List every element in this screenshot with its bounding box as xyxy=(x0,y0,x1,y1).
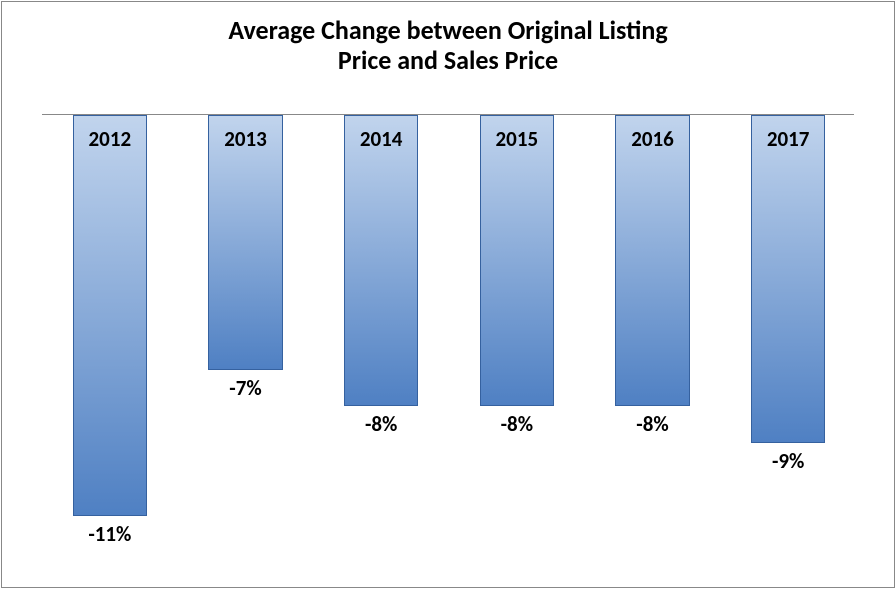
x-axis-line xyxy=(42,114,854,115)
category-label: 2017 xyxy=(720,126,856,152)
category-label: 2014 xyxy=(313,126,449,152)
bar xyxy=(480,115,555,406)
category-label: 2012 xyxy=(42,126,178,152)
bar xyxy=(615,115,690,406)
category-label: 2016 xyxy=(585,126,721,152)
plot-area: 2012 -11% 2013 -7% 2014 -8% 2015 -8% 2016 -8% 2017… xyxy=(42,114,854,547)
value-label: -8% xyxy=(449,411,585,437)
value-label: -8% xyxy=(313,411,449,437)
value-label: -7% xyxy=(178,375,314,401)
bar xyxy=(208,115,283,370)
bar xyxy=(344,115,419,406)
bar xyxy=(751,115,826,443)
category-label: 2015 xyxy=(449,126,585,152)
category-label: 2013 xyxy=(178,126,314,152)
chart-title: Average Change between Original Listing … xyxy=(2,2,894,76)
bar xyxy=(73,115,148,516)
chart-title-line1: Average Change between Original Listing xyxy=(2,16,894,46)
value-label: -9% xyxy=(720,448,856,474)
chart-container: Average Change between Original Listing … xyxy=(1,1,895,588)
value-label: -11% xyxy=(42,521,178,547)
value-label: -8% xyxy=(585,411,721,437)
chart-title-line2: Price and Sales Price xyxy=(2,46,894,76)
